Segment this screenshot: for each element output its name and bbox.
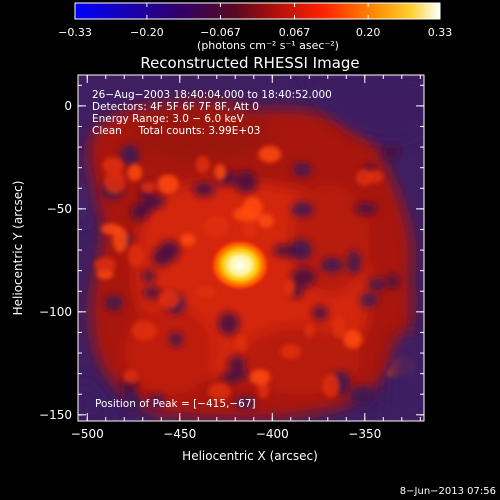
void-blob <box>119 144 140 167</box>
y-tick-label: −100 <box>39 305 72 319</box>
annotation-time: 26−Aug−2003 18:40:04.000 to 18:40:52.000 <box>92 89 332 101</box>
colorbar-tick-label: −0.20 <box>130 26 164 39</box>
hot-blob <box>196 285 216 298</box>
hot-blob <box>242 219 257 238</box>
void-blob <box>386 273 400 289</box>
hot-blob <box>257 382 270 399</box>
hot-blob <box>159 290 180 309</box>
void-blob <box>359 293 378 308</box>
hot-blob <box>131 320 158 341</box>
hot-blob <box>140 181 156 194</box>
void-blob <box>220 372 241 384</box>
colorbar-tick-label: 0.33 <box>428 26 453 39</box>
heatmap-image <box>78 75 424 421</box>
hot-blob <box>214 164 227 181</box>
void-blob <box>350 385 376 408</box>
void-blob <box>312 305 328 321</box>
colorbar-unit-label: (photons cm⁻² s⁻¹ asec⁻²) <box>197 39 339 52</box>
x-tick-label: −500 <box>71 427 104 441</box>
hot-blob <box>343 330 363 349</box>
peak-source <box>210 239 270 291</box>
void-blob <box>272 244 297 258</box>
x-tick-label: −350 <box>348 427 381 441</box>
colorbar-tick-label: −0.067 <box>200 26 241 39</box>
x-tick-label: −400 <box>256 427 289 441</box>
peak-label: Position of Peak = [−415,−67] <box>95 398 256 410</box>
colorbar: −0.33 −0.20 −0.067 0.067 0.20 0.33 (photons c… <box>58 2 452 52</box>
hot-blob <box>322 373 340 398</box>
hot-blob <box>100 223 121 235</box>
hot-blob <box>283 279 295 297</box>
void-blob <box>291 202 314 217</box>
annotation-energy: Energy Range: 3.0 − 6.0 keV <box>92 113 245 125</box>
void-blob <box>347 250 361 275</box>
hot-blob <box>127 164 143 181</box>
colorbar-tick-label: 0.067 <box>279 26 311 39</box>
plot-frame <box>77 74 425 422</box>
void-blob <box>158 240 181 261</box>
void-blob <box>146 394 166 408</box>
void-blob <box>227 355 246 372</box>
void-blob <box>234 396 256 409</box>
void-blob <box>292 162 312 177</box>
x-tick-label: −450 <box>163 427 196 441</box>
footer-timestamp: 8−Jun−2013 07:56 <box>400 486 496 497</box>
x-axis-ticks: −500 −450 −400 −350 <box>71 75 421 441</box>
void-blob <box>142 286 162 300</box>
annotation-counts: Clean Total counts: 3.99E+03 <box>92 125 261 137</box>
hot-blob <box>304 323 315 338</box>
y-tick-label: −50 <box>47 202 72 216</box>
void-blob <box>383 142 401 161</box>
hot-blob <box>123 369 139 384</box>
void-blob <box>145 193 166 209</box>
hot-blob <box>180 233 196 247</box>
void-blob <box>218 311 240 336</box>
void-blob <box>192 181 216 197</box>
void-blob <box>367 278 386 291</box>
void-blob <box>354 202 378 215</box>
hot-blob <box>355 168 374 186</box>
hot-blob <box>195 155 210 174</box>
chart-title: Reconstructed RHESSI Image <box>140 54 359 72</box>
hot-blob <box>280 344 302 359</box>
hot-blob <box>233 207 256 222</box>
background-regions <box>78 75 424 421</box>
hot-blob <box>157 174 179 194</box>
void-blob <box>320 257 344 273</box>
y-axis-ticks: 0 −50 −100 −150 <box>39 84 424 422</box>
void-blob <box>104 295 123 311</box>
colorbar-tick-label: −0.33 <box>58 26 92 39</box>
hot-blob <box>128 243 144 267</box>
hot-blob <box>102 156 125 175</box>
void-blob <box>291 267 316 287</box>
annotations: 26−Aug−2003 18:40:04.000 to 18:40:52.000… <box>92 89 332 410</box>
hot-blob <box>258 214 274 229</box>
colorbar-gradient <box>74 2 441 20</box>
hot-blob <box>249 369 271 385</box>
void-blob <box>289 239 312 261</box>
void-blob <box>122 391 142 414</box>
void-blob <box>234 170 258 194</box>
y-axis-label: Heliocentric Y (arcsec) <box>11 181 25 316</box>
hot-blob <box>332 315 346 338</box>
colorbar-ticks: −0.33 −0.20 −0.067 0.067 0.20 0.33 <box>58 3 452 39</box>
void-blob <box>169 332 183 347</box>
hot-blob <box>258 145 282 163</box>
colorbar-tick-label: 0.20 <box>356 26 381 39</box>
x-axis-label: Heliocentric X (arcsec) <box>182 449 318 463</box>
annotation-detectors: Detectors: 4F 5F 6F 7F 8F, Att 0 <box>92 101 259 113</box>
y-tick-label: −150 <box>39 408 72 422</box>
hot-blob <box>235 334 247 352</box>
y-tick-label: 0 <box>64 99 72 113</box>
bright-knots <box>94 145 415 400</box>
hot-blob <box>203 216 229 236</box>
void-blob <box>142 269 156 283</box>
hot-blob <box>208 382 232 400</box>
hot-blob <box>94 257 116 273</box>
hot-blob <box>103 170 126 195</box>
